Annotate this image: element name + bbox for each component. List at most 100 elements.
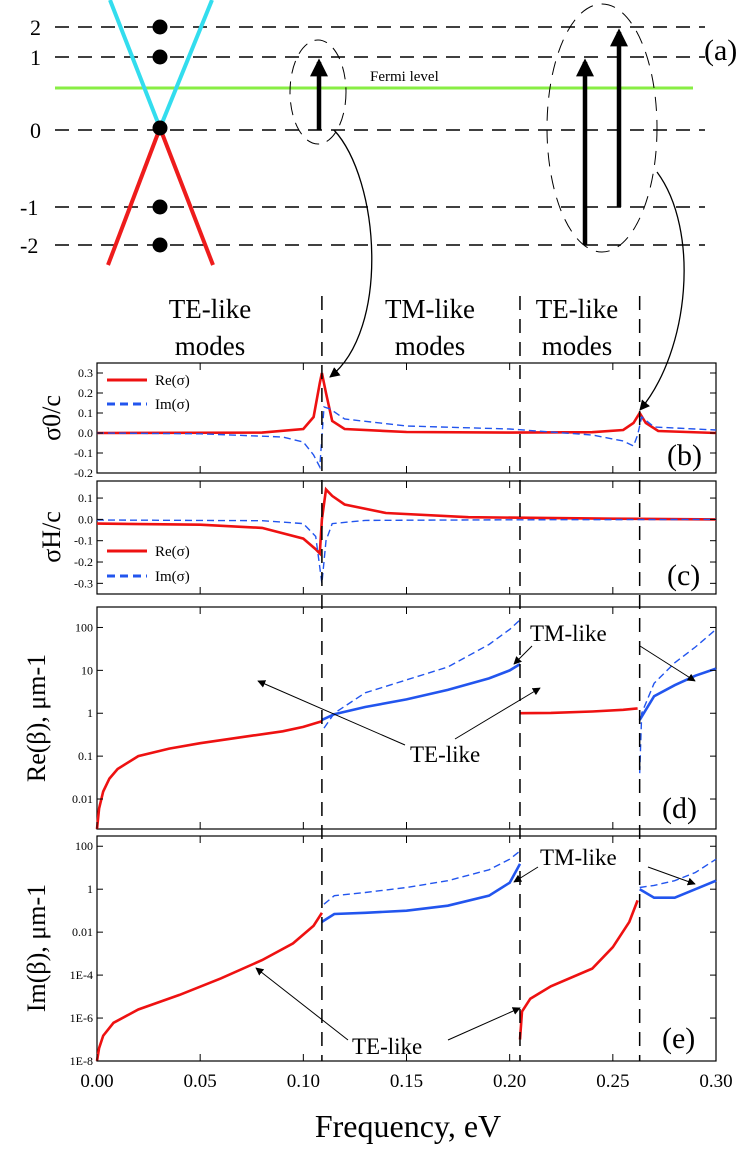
- electron-level-1: [152, 49, 168, 65]
- series-e-4: [639, 879, 717, 899]
- ytick-label-d: 0.01: [72, 792, 93, 806]
- ytick-label-b: -0.1: [74, 446, 93, 460]
- series-d-3: [519, 707, 638, 715]
- annotation-e-tm-like: TM-like: [540, 845, 617, 870]
- y-label-e: Im(β), μm-1: [22, 884, 51, 1012]
- ytick-label-e: 100: [75, 839, 93, 853]
- annotation-e-tm-arrow-2: [647, 866, 696, 886]
- annotation-e-te-like: TE-like: [352, 1034, 422, 1059]
- annotation-d-tm-like: TM-like: [530, 621, 607, 646]
- panel-label-e: (e): [662, 1022, 695, 1055]
- ytick-label-e: 1: [87, 882, 93, 896]
- upper-cone-right: [158, 0, 214, 129]
- region-1-line1: TE-like: [169, 294, 251, 324]
- legend-c: Re(σ) Im(σ): [107, 544, 190, 585]
- electron-level-0: [152, 120, 168, 136]
- ytick-label-d: 10: [81, 663, 93, 677]
- transition-group-ellipse-1: [289, 39, 347, 145]
- ytick-label-c: -0.2: [74, 555, 93, 569]
- annotation-d-te-arrow-1: [257, 680, 406, 746]
- xtick-label: 0.05: [184, 1071, 217, 1092]
- series-d-5: [639, 628, 717, 774]
- ytick-label-b: 0.1: [78, 406, 93, 420]
- series-e-0: [95, 912, 323, 1062]
- y-label-b: σ0/c: [37, 395, 66, 441]
- ytick-label-e: 0.01: [72, 925, 93, 939]
- series-c-0: [96, 486, 717, 557]
- y-label-c-text: σH/c: [37, 511, 66, 563]
- upper-cone-left: [108, 0, 162, 129]
- xtick-label: 0.00: [80, 1071, 113, 1092]
- level-label-0: 0: [30, 118, 41, 143]
- ytick-label-c: 0.0: [78, 512, 93, 526]
- panel-label-b: (b): [667, 439, 702, 472]
- y-label-d-text: Re(β), μm-1: [22, 654, 51, 782]
- curved-arrow-to-second-resonance: [639, 171, 685, 411]
- series-b-0: [96, 372, 717, 435]
- annotation-d-tm-arrow-1: [513, 645, 533, 665]
- region-2-line1: TM-like: [385, 294, 475, 324]
- lower-cone-right: [158, 127, 215, 266]
- region-2-line2: modes: [395, 331, 466, 361]
- panel-e-frame: [96, 835, 717, 1062]
- legend-b: Re(σ) Im(σ): [107, 373, 190, 413]
- x-axis-title: Frequency, eV: [315, 1108, 501, 1144]
- region-3-line1: TE-like: [536, 294, 618, 324]
- ytick-label-c: 0.1: [78, 491, 93, 505]
- annotation-d-te-like: TE-like: [410, 742, 480, 767]
- level-label-minus1: -1: [20, 195, 38, 220]
- landau-level-diagram: 2 1 0 -1 -2 Fermi level (a): [20, 0, 737, 411]
- xtick-label: 0.10: [287, 1071, 320, 1092]
- series-c-1: [96, 518, 717, 584]
- region-3-line2: modes: [542, 331, 613, 361]
- level-label-1: 1: [30, 45, 41, 70]
- ytick-label-c: -0.1: [74, 534, 93, 548]
- ytick-label-e: 1E-6: [70, 1011, 93, 1025]
- series-d-1: [321, 662, 521, 722]
- level-label-2: 2: [30, 15, 41, 40]
- annotations-e: TM-like TE-like: [255, 845, 696, 1059]
- ytick-label-e: 1E-4: [70, 968, 93, 982]
- annotation-d-tm-arrow-2: [639, 645, 696, 682]
- series-e-2: [323, 850, 521, 905]
- y-label-c: σH/c: [37, 511, 66, 563]
- annotation-e-te-arrow-1: [255, 967, 349, 1041]
- series-e-5: [639, 858, 717, 889]
- electron-level-minus2: [152, 237, 168, 253]
- panel-label-c: (c): [667, 559, 700, 592]
- annotations-d: TM-like TE-like: [257, 621, 696, 767]
- y-label-b-text: σ0/c: [37, 395, 66, 441]
- ytick-label-c: -0.3: [74, 576, 93, 590]
- y-label-e-text: Im(β), μm-1: [22, 884, 51, 1012]
- ytick-label-e: 1E-8: [70, 1054, 93, 1068]
- region-labels: TE-like modes TM-like modes TE-like mode…: [169, 294, 618, 361]
- chart-curves: [95, 372, 717, 1062]
- xtick-label: 0.25: [596, 1071, 629, 1092]
- y-label-d: Re(β), μm-1: [22, 654, 51, 782]
- region-1-line2: modes: [175, 331, 246, 361]
- ytick-label-d: 0.1: [78, 749, 93, 763]
- resonance-lines: [321, 296, 641, 1061]
- axis-ticks: 0.30.20.10.0-0.1-0.20.10.0-0.1-0.2-0.310…: [70, 363, 733, 1092]
- series-d-0: [95, 720, 323, 830]
- series-b-1: [96, 406, 717, 470]
- ytick-label-b: 0.0: [78, 426, 93, 440]
- xtick-label: 0.20: [493, 1071, 526, 1092]
- legend-c-label-re: Re(σ): [155, 544, 190, 560]
- ytick-label-b: 0.2: [78, 386, 93, 400]
- panel-label-d: (d): [662, 792, 697, 825]
- annotation-d-te-arrow-2: [454, 687, 541, 740]
- legend-b-label-re: Re(σ): [155, 373, 190, 389]
- xtick-label: 0.30: [699, 1071, 732, 1092]
- xtick-label: 0.15: [390, 1071, 423, 1092]
- panel-c-frame: [96, 480, 717, 595]
- transition-group-ellipse-2: [546, 3, 658, 253]
- ytick-label-b: -0.2: [74, 466, 93, 480]
- legend-c-label-im: Im(σ): [155, 569, 190, 585]
- ytick-label-d: 100: [75, 620, 93, 634]
- electron-level-2: [152, 19, 168, 35]
- electron-level-minus1: [152, 199, 168, 215]
- ytick-label-b: 0.3: [78, 366, 93, 380]
- fermi-level-label: Fermi level: [370, 69, 439, 85]
